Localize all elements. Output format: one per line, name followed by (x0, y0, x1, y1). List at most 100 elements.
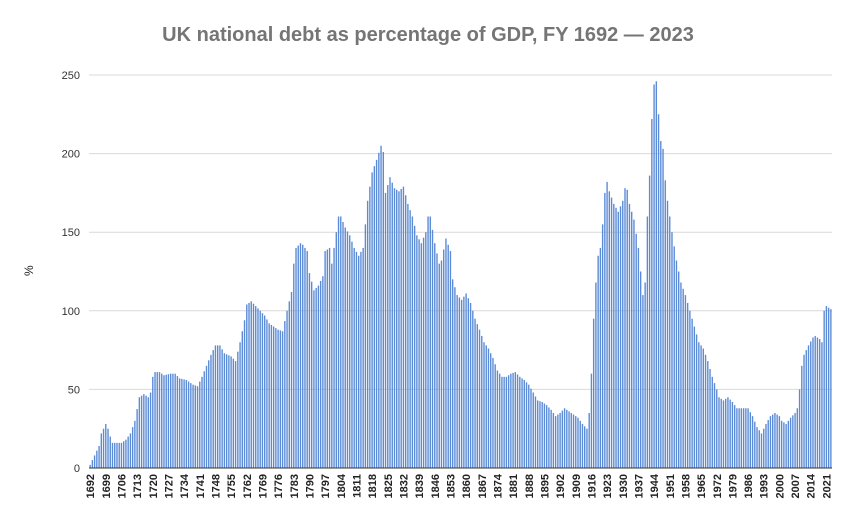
bar-1836 (411, 216, 414, 468)
bar-2022 (827, 307, 830, 468)
bar-1883 (516, 374, 519, 468)
bar-2017 (816, 337, 819, 468)
bar-1774 (272, 326, 275, 468)
x-tick-label: 1741 (195, 474, 207, 498)
bar-1863 (472, 310, 474, 468)
bar-1889 (530, 388, 532, 468)
bar-1983 (740, 408, 743, 468)
bar-1799 (328, 247, 331, 468)
bar-1910 (577, 417, 579, 468)
x-tick-label: 1727 (163, 474, 175, 498)
bar-1740 (196, 386, 199, 468)
bar-1954 (675, 260, 678, 468)
bar-1928 (617, 211, 619, 468)
bar-1849 (440, 260, 443, 468)
x-tick-label: 2000 (774, 474, 786, 498)
bar-1791 (310, 281, 313, 468)
bar-2007 (794, 412, 796, 468)
bar-1693 (91, 460, 94, 468)
bars (89, 81, 832, 469)
bar-1989 (754, 421, 756, 468)
bar-1801 (333, 247, 335, 468)
bar-1925 (610, 197, 613, 468)
x-tick-label: 1776 (273, 474, 285, 498)
bar-1935 (633, 219, 635, 468)
bar-1880 (510, 373, 512, 468)
bar-1887 (525, 382, 528, 468)
bar-1723 (158, 372, 161, 468)
bar-1904 (563, 408, 566, 468)
x-tick-label: 1699 (101, 474, 113, 498)
bar-1820 (375, 159, 378, 468)
bar-1922 (604, 192, 606, 468)
bar-1920 (599, 247, 602, 468)
bar-1823 (382, 152, 384, 468)
bar-1738 (192, 384, 194, 468)
bar-1772 (268, 323, 270, 468)
x-tick-label: 1937 (633, 474, 645, 498)
bar-1957 (682, 288, 684, 468)
x-tick-label: 1853 (445, 474, 457, 498)
bar-1790 (308, 273, 311, 468)
bar-2000 (778, 416, 781, 468)
bar-1707 (122, 441, 125, 468)
bar-2005 (789, 417, 792, 468)
bar-1739 (194, 385, 196, 468)
bar-1798 (326, 249, 329, 468)
bar-1855 (454, 287, 456, 468)
bar-1864 (474, 318, 476, 468)
x-tick-label: 1860 (461, 474, 473, 498)
x-tick-label: 1713 (132, 474, 144, 498)
x-tick-label: 1804 (336, 473, 348, 498)
bar-1890 (532, 392, 534, 468)
bar-1725 (163, 375, 165, 468)
bar-1895 (543, 403, 546, 468)
y-tick-label: 0 (74, 463, 80, 475)
bar-1916 (590, 373, 593, 468)
x-tick-label: 1692 (85, 474, 97, 498)
bar-1886 (523, 379, 525, 468)
bar-1709 (127, 436, 129, 468)
bar-1963 (695, 334, 698, 468)
bar-1694 (93, 455, 96, 468)
bar-1871 (490, 353, 492, 468)
bar-1700 (107, 428, 109, 468)
bar-1743 (203, 371, 205, 468)
x-tick-label: 1748 (210, 474, 222, 498)
bar-1699 (105, 423, 107, 468)
bar-1845 (431, 229, 434, 468)
bar-1960 (689, 310, 691, 468)
bar-1831 (400, 188, 402, 468)
x-tick-label: 1888 (524, 474, 536, 498)
bar-1779 (284, 321, 286, 468)
bar-1865 (476, 324, 478, 468)
bar-1719 (149, 392, 152, 468)
bar-1923 (606, 181, 608, 468)
bar-1943 (651, 119, 653, 469)
bar-1867 (481, 335, 483, 468)
gridlines (89, 74, 832, 390)
bar-1975 (722, 400, 725, 468)
bar-1766 (255, 306, 257, 468)
bar-1756 (232, 358, 235, 468)
bar-2010 (801, 365, 803, 468)
bar-1848 (438, 263, 440, 468)
bar-1711 (131, 427, 134, 468)
bar-1728 (169, 373, 172, 468)
bar-1746 (210, 354, 212, 468)
bar-1913 (584, 426, 586, 468)
bar-1692 (89, 464, 91, 468)
bar-1782 (290, 291, 293, 468)
bar-1907 (570, 412, 572, 468)
bar-1888 (528, 384, 530, 468)
bar-1939 (642, 295, 644, 468)
bar-2016 (814, 335, 816, 468)
bar-1875 (498, 373, 501, 468)
bar-1901 (557, 414, 559, 468)
bar-1729 (172, 373, 174, 468)
bar-1854 (451, 279, 454, 468)
bar-1733 (181, 378, 183, 468)
bar-1990 (756, 427, 758, 468)
bar-1819 (373, 166, 376, 468)
bar-1786 (299, 243, 302, 468)
